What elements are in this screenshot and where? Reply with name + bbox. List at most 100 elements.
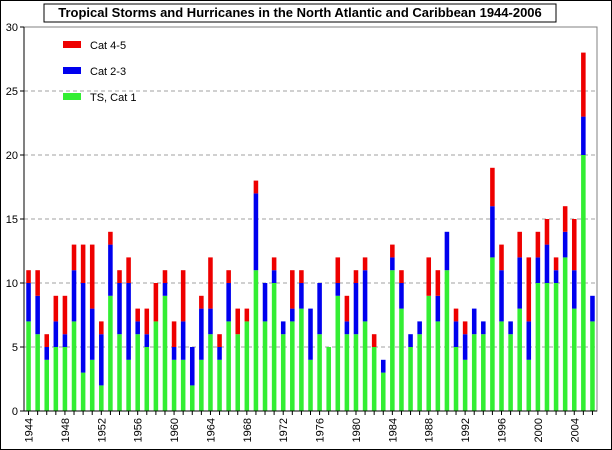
bar-segment-1956-s1 bbox=[135, 321, 140, 335]
bar-segment-1992-s2 bbox=[462, 321, 468, 335]
bar-segment-1969-s1 bbox=[253, 193, 259, 271]
bar-segment-1948-s0 bbox=[62, 347, 68, 411]
x-tick-label: 1944 bbox=[24, 418, 36, 442]
bar-segment-1998-s2 bbox=[517, 231, 522, 258]
bar-segment-2000-s2 bbox=[535, 231, 541, 258]
bar-segment-2002-s0 bbox=[553, 283, 559, 411]
bar-segment-1977-s0 bbox=[326, 347, 331, 411]
bar-segment-1982-s2 bbox=[371, 334, 377, 347]
bar-segment-1946-s1 bbox=[44, 347, 50, 360]
bar-segment-1967-s2 bbox=[235, 308, 241, 335]
bar-segment-1973-s1 bbox=[290, 308, 295, 322]
bar-segment-1944-s2 bbox=[26, 270, 31, 283]
bar-segment-1980-s0 bbox=[353, 334, 359, 411]
bar-segment-2003-s1 bbox=[562, 231, 568, 258]
bar-segment-1992-s1 bbox=[462, 334, 468, 360]
bar-segment-1988-s2 bbox=[426, 257, 432, 296]
legend: Cat 4-5 Cat 2-3 TS, Cat 1 bbox=[63, 40, 136, 104]
bar-segment-1952-s2 bbox=[99, 321, 104, 335]
bar-segment-1978-s2 bbox=[335, 257, 341, 283]
bar-segment-1950-s0 bbox=[80, 372, 86, 411]
bar-segment-1949-s0 bbox=[71, 321, 77, 411]
bar-segment-1998-s1 bbox=[517, 257, 522, 309]
axes: 0 5 10 15 20 25 30 1944 1948 1952 1956 1960 1964 1968… bbox=[6, 22, 597, 442]
bar-segment-1971-s0 bbox=[271, 283, 277, 411]
bar-segment-1969-s2 bbox=[253, 180, 259, 194]
bar-segment-2001-s1 bbox=[544, 244, 550, 283]
bar-segment-1981-s1 bbox=[362, 270, 368, 322]
bar-segment-1980-s1 bbox=[353, 283, 359, 335]
bar-segment-1950-s1 bbox=[80, 283, 86, 373]
bar-segment-2005-s1 bbox=[581, 116, 586, 155]
bar-segment-1989-s1 bbox=[435, 295, 441, 322]
x-tick-label: 1992 bbox=[460, 418, 472, 442]
bar-segment-1955-s2 bbox=[126, 257, 131, 283]
bar-segment-1947-s0 bbox=[53, 347, 59, 411]
bar-segment-1979-s2 bbox=[344, 295, 350, 322]
bar-segment-1965-s1 bbox=[217, 347, 222, 360]
bar-segment-1973-s2 bbox=[290, 270, 295, 309]
bar-segment-1982-s0 bbox=[371, 347, 377, 411]
legend-label: Cat 4-5 bbox=[90, 40, 126, 52]
bar-segment-1974-s0 bbox=[299, 308, 304, 411]
chart-title-box: Tropical Storms and Hurricanes in the No… bbox=[43, 3, 557, 23]
bar-segment-1951-s0 bbox=[89, 359, 95, 411]
bar-segment-1976-s1 bbox=[317, 283, 322, 335]
bar-segment-1998-s0 bbox=[517, 308, 522, 411]
bar-segment-1979-s0 bbox=[344, 334, 350, 411]
bar-segment-1961-s0 bbox=[180, 359, 186, 411]
bar-segment-1961-s1 bbox=[180, 321, 186, 360]
bar-segment-2000-s0 bbox=[535, 283, 541, 411]
bar-segment-1981-s0 bbox=[362, 321, 368, 411]
bar-segment-1965-s2 bbox=[217, 334, 222, 347]
bar-segment-1948-s1 bbox=[62, 334, 68, 347]
bar-segment-1954-s2 bbox=[117, 270, 122, 283]
x-tick-label: 1948 bbox=[60, 418, 72, 442]
bar-segment-1954-s1 bbox=[117, 283, 122, 335]
bar-segment-1970-s1 bbox=[262, 283, 268, 322]
bar-segment-1947-s1 bbox=[53, 321, 59, 347]
bar-segment-1978-s0 bbox=[335, 295, 341, 411]
bar-segment-1975-s0 bbox=[308, 359, 313, 411]
bar-segment-1966-s1 bbox=[226, 283, 231, 322]
bar-segment-1983-s1 bbox=[380, 359, 386, 373]
bar-segment-1975-s1 bbox=[308, 308, 313, 360]
bar-segment-2004-s0 bbox=[571, 308, 577, 411]
bar-segment-1987-s1 bbox=[417, 321, 422, 335]
bar-segment-1964-s2 bbox=[208, 257, 213, 309]
bar-segment-1986-s0 bbox=[408, 347, 413, 411]
bar-segment-1955-s1 bbox=[126, 283, 131, 360]
bar-segment-1961-s2 bbox=[180, 270, 186, 322]
bar-segment-1945-s0 bbox=[35, 334, 40, 411]
y-tick-label: 0 bbox=[12, 406, 18, 418]
bar-segment-1958-s0 bbox=[153, 321, 159, 411]
bar-segment-1963-s2 bbox=[199, 295, 204, 309]
bar-segment-1996-s0 bbox=[499, 321, 504, 411]
bar-segment-1999-s1 bbox=[526, 321, 532, 360]
chart-title: Tropical Storms and Hurricanes in the No… bbox=[58, 5, 542, 20]
bar-segment-1999-s2 bbox=[526, 257, 532, 322]
bar-segment-1978-s1 bbox=[335, 283, 341, 296]
y-tick-label: 5 bbox=[12, 342, 18, 354]
bar-segment-1953-s1 bbox=[108, 244, 113, 296]
bar-segment-1963-s1 bbox=[199, 308, 204, 360]
bar-segment-1986-s1 bbox=[408, 334, 413, 347]
bar-segment-1972-s0 bbox=[280, 334, 286, 411]
bar-segment-2001-s0 bbox=[544, 283, 550, 411]
bar-segment-1957-s1 bbox=[144, 334, 150, 347]
x-tick-label: 2000 bbox=[533, 418, 545, 442]
bar-segment-1995-s1 bbox=[490, 206, 495, 258]
bar-segment-1946-s0 bbox=[44, 359, 50, 411]
bar-segment-2004-s1 bbox=[571, 270, 577, 309]
bar-segment-1958-s2 bbox=[153, 283, 159, 322]
x-tick-label: 1996 bbox=[497, 418, 509, 442]
bar-segment-1951-s2 bbox=[89, 244, 95, 309]
bar-segment-1953-s2 bbox=[108, 231, 113, 245]
y-tick-label: 15 bbox=[6, 214, 18, 226]
bar-segment-1955-s0 bbox=[126, 359, 131, 411]
legend-label: Cat 2-3 bbox=[90, 66, 126, 78]
bar-segment-1969-s0 bbox=[253, 270, 259, 411]
bar-segment-1985-s2 bbox=[399, 270, 404, 283]
